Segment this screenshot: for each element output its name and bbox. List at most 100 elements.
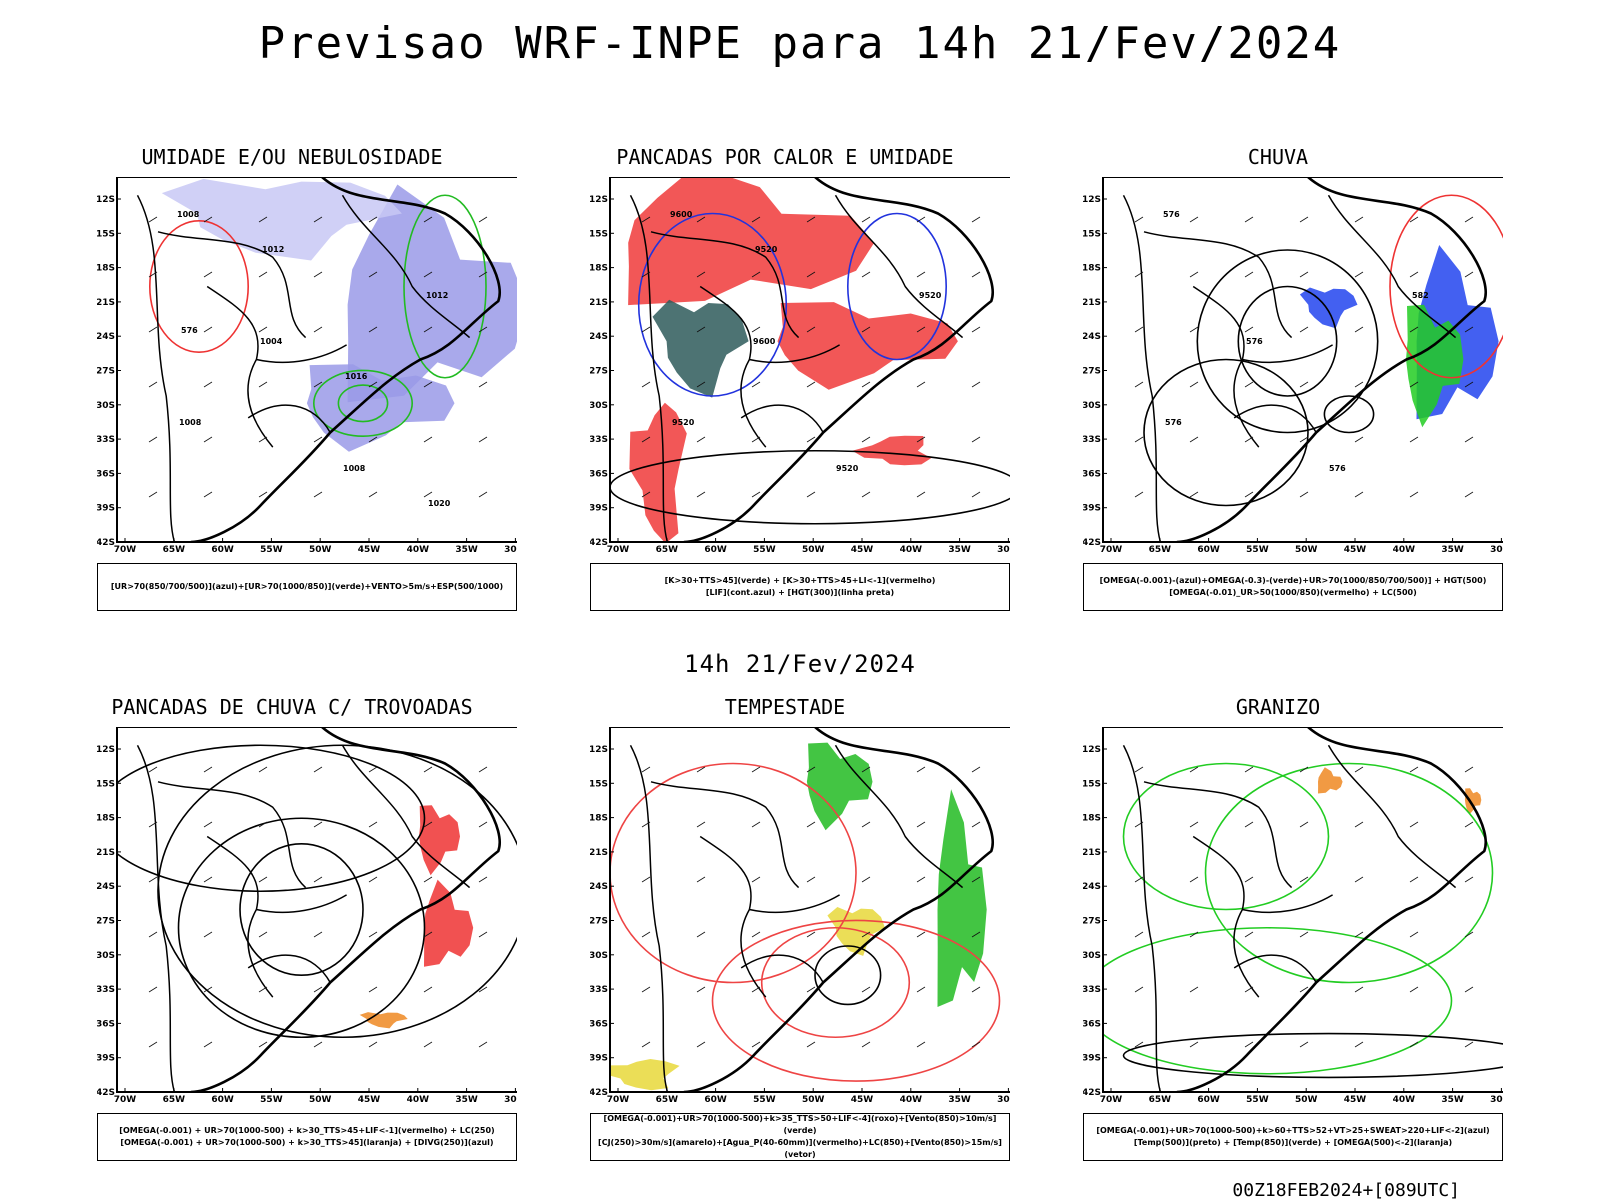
lat-tick-label: 36S bbox=[1083, 469, 1101, 479]
wind-arrow bbox=[751, 766, 761, 773]
wind-arrow bbox=[1189, 216, 1199, 223]
lat-tick-label: 42S bbox=[590, 538, 608, 548]
wind-arrow bbox=[806, 491, 816, 498]
wind-arrow bbox=[751, 1041, 761, 1048]
wind-arrow bbox=[478, 271, 488, 278]
map-frame bbox=[609, 177, 1010, 543]
wind-arrow bbox=[1299, 821, 1309, 828]
wind-arrow bbox=[1134, 1041, 1144, 1048]
lon-tick-label: 55W bbox=[260, 545, 283, 552]
lat-tick-label: 39S bbox=[97, 1054, 115, 1064]
wind-arrow bbox=[806, 986, 816, 993]
wind-arrow bbox=[1464, 766, 1474, 773]
wind-arrow bbox=[641, 876, 651, 883]
wind-arrow bbox=[258, 876, 268, 883]
wind-arrow bbox=[641, 216, 651, 223]
panel-legend: [UR>70(850/700/500)](azul)+[UR>70(1000/8… bbox=[97, 563, 517, 611]
panel-title: PANCADAS POR CALOR E UMIDADE bbox=[616, 145, 954, 169]
country-border bbox=[1192, 835, 1260, 998]
legend-line: [UR>70(850/700/500)](azul)+[UR>70(1000/8… bbox=[110, 582, 504, 591]
wind-arrow bbox=[313, 1041, 323, 1048]
wind-arrow bbox=[1299, 766, 1309, 773]
contour-value-label: 1012 bbox=[262, 245, 284, 254]
wind-arrow bbox=[641, 326, 651, 333]
wind-arrow bbox=[1464, 821, 1474, 828]
contour-line bbox=[117, 744, 426, 893]
lon-tick-label: 40W bbox=[900, 1095, 923, 1102]
wind-arrow bbox=[916, 1041, 926, 1048]
wind-arrow bbox=[368, 216, 378, 223]
contour-line bbox=[337, 384, 389, 423]
field-shading bbox=[419, 805, 460, 876]
wind-arrow bbox=[368, 1041, 378, 1048]
lon-tick-label: 65W bbox=[163, 1095, 186, 1102]
contour-value-label: 9600 bbox=[753, 337, 776, 346]
lon-tick-label: 55W bbox=[753, 1095, 776, 1102]
wind-arrow bbox=[1299, 381, 1309, 388]
wind-arrow bbox=[423, 326, 433, 333]
country-border bbox=[157, 781, 307, 889]
wind-arrow bbox=[148, 931, 158, 938]
field-shading bbox=[359, 1012, 408, 1029]
contour-line bbox=[1204, 762, 1494, 984]
wind-arrow bbox=[916, 271, 926, 278]
country-border bbox=[136, 744, 176, 1092]
wind-arrow bbox=[806, 381, 816, 388]
wind-arrow bbox=[368, 491, 378, 498]
field-shading bbox=[937, 789, 987, 1007]
country-border bbox=[749, 344, 840, 364]
lat-tick-label: 27S bbox=[590, 917, 608, 927]
country-border bbox=[699, 835, 767, 998]
lat-tick-label: 24S bbox=[590, 882, 608, 892]
wind-arrow bbox=[423, 491, 433, 498]
wind-arrow bbox=[148, 986, 158, 993]
wind-arrow bbox=[1189, 766, 1199, 773]
map-frame bbox=[116, 177, 517, 543]
wind-arrow bbox=[751, 381, 761, 388]
contour-line bbox=[1196, 249, 1379, 434]
wind-arrow bbox=[148, 436, 158, 443]
lat-tick-label: 33S bbox=[97, 985, 115, 995]
wind-arrow bbox=[258, 216, 268, 223]
wind-arrow bbox=[751, 876, 761, 883]
wind-arrow bbox=[423, 216, 433, 223]
lat-tick-label: 24S bbox=[97, 882, 115, 892]
wind-arrow bbox=[1354, 491, 1364, 498]
wind-arrow bbox=[368, 271, 378, 278]
wind-arrow bbox=[368, 436, 378, 443]
wind-arrow bbox=[1299, 931, 1309, 938]
contour-line bbox=[1389, 194, 1503, 379]
lat-tick-label: 18S bbox=[590, 264, 608, 274]
legend-line: [OMEGA(-0.001) + UR>70(1000-500) + k>30_… bbox=[120, 1138, 494, 1147]
wind-arrow bbox=[423, 1041, 433, 1048]
wind-arrow bbox=[1134, 986, 1144, 993]
lon-tick-label: 35W bbox=[1441, 1095, 1464, 1102]
panel-legend: [OMEGA(-0.001) + UR>70(1000-500) + k>30_… bbox=[97, 1113, 517, 1161]
lat-tick-label: 12S bbox=[1083, 745, 1101, 755]
lat-tick-label: 15S bbox=[97, 779, 115, 789]
lat-tick-label: 30S bbox=[590, 951, 608, 961]
wind-arrow bbox=[313, 326, 323, 333]
wind-arrow bbox=[1464, 326, 1474, 333]
wind-arrow bbox=[916, 931, 926, 938]
wind-arrow bbox=[696, 821, 706, 828]
wind-arrow bbox=[1464, 986, 1474, 993]
panel-legend: [K>30+TTS>45](verde) + [K>30+TTS>45+LI<-… bbox=[590, 563, 1010, 611]
wind-arrow bbox=[971, 766, 981, 773]
wind-arrow bbox=[1299, 326, 1309, 333]
wind-arrow bbox=[1299, 216, 1309, 223]
wind-arrow bbox=[1189, 1041, 1199, 1048]
wind-arrow bbox=[1244, 491, 1254, 498]
lon-tick-label: 45W bbox=[358, 545, 381, 552]
wind-arrow bbox=[696, 216, 706, 223]
wind-arrow bbox=[1464, 876, 1474, 883]
wind-arrow bbox=[916, 986, 926, 993]
country-border bbox=[1143, 231, 1293, 339]
wind-arrow bbox=[1189, 436, 1199, 443]
lat-tick-label: 24S bbox=[1083, 882, 1101, 892]
mid-title: 14h 21/Fev/2024 bbox=[684, 650, 916, 678]
lon-tick-label: 70W bbox=[607, 545, 630, 552]
wind-arrow bbox=[916, 326, 926, 333]
